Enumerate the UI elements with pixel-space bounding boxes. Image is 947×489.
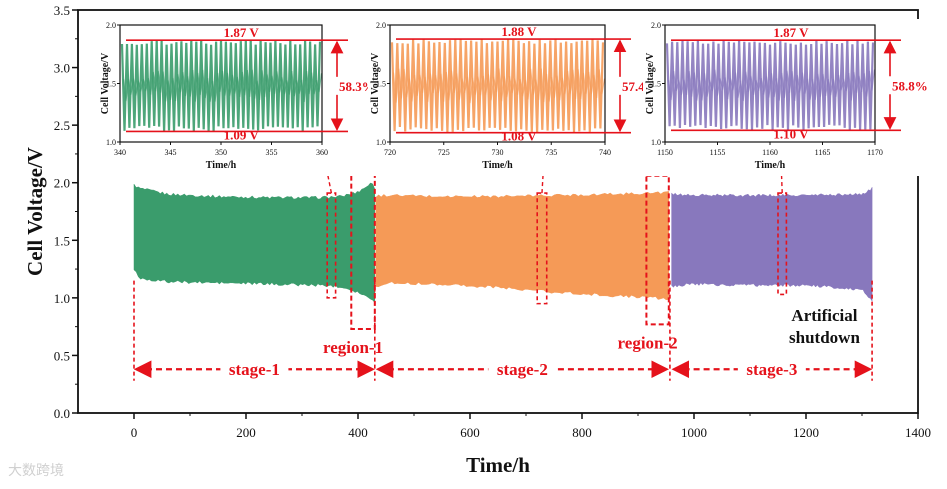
inset-low-label: 1.09 V [224, 127, 260, 142]
x-tick-label: 400 [348, 425, 368, 440]
inset-x-tick-label: 355 [266, 148, 278, 157]
series-band-stage-1 [133, 182, 376, 304]
y-tick-label: 1.5 [54, 233, 70, 248]
inset-y-title: Cell Voltage/V [100, 52, 111, 114]
y-tick-label: 2.5 [54, 118, 70, 133]
main-axes-layer: 0 200 400 600 800 1000 1200 1400 0.0 0.5 1.0 1.5 2.0… [23, 3, 931, 477]
inset-x-tick-label: 1150 [657, 148, 673, 157]
inset-x-tick-label: 730 [492, 148, 504, 157]
inset-high-label: 1.87 V [224, 25, 260, 40]
zoom-box [777, 192, 788, 296]
inset-3: 1150 1155 1160 1165 1170 1.0 1.5 2.0 Time/h Cell … [643, 19, 933, 176]
y-tick-label: 0.0 [54, 406, 70, 421]
inset-x-tick-label: 340 [114, 148, 126, 157]
y-tick-label: 2.0 [54, 176, 70, 191]
shutdown-label-line2: shutdown [789, 328, 860, 347]
inset-x-title: Time/h [482, 160, 513, 171]
inset-y-tick-label: 1.5 [651, 80, 661, 89]
inset-efficiency-bg [888, 76, 928, 95]
x-tick-label: 200 [236, 425, 256, 440]
inset-low-label: 1.08 V [501, 129, 537, 144]
inset-x-tick-label: 740 [599, 148, 611, 157]
inset-x-tick-label: 1165 [815, 148, 831, 157]
y-tick-label: 3.0 [54, 61, 70, 76]
stage-label: stage-1 [229, 360, 280, 379]
y-tick-label: 1.0 [54, 291, 70, 306]
inset-y-tick-label: 1.0 [106, 138, 116, 147]
inset-y-tick-label: 1.0 [376, 138, 386, 147]
y-axis-title: Cell Voltage/V [23, 147, 47, 276]
zoom-box [536, 192, 548, 305]
inset-efficiency-label: 58.8% [892, 78, 928, 93]
region-label: region-1 [323, 338, 383, 357]
stage-label-bg [220, 359, 289, 380]
inset-x-tick-label: 360 [316, 148, 328, 157]
stage-label: stage-3 [746, 360, 797, 379]
y-tick-label: 3.5 [54, 3, 70, 18]
inset-high-label: 1.88 V [501, 24, 537, 39]
inset-low-label: 1.10 V [773, 126, 809, 141]
x-axis-title: Time/h [466, 453, 530, 477]
x-tick-label: 0 [131, 425, 138, 440]
main-series-layer [133, 182, 873, 304]
inset-x-title: Time/h [206, 160, 237, 171]
inset-x-tick-label: 1155 [710, 148, 726, 157]
inset-y-title: Cell Voltage/V [645, 52, 656, 114]
series-band-stage-2 [375, 191, 670, 301]
inset-x-tick-label: 1170 [867, 148, 883, 157]
x-tick-label: 600 [460, 425, 480, 440]
y-tick-label: 0.5 [54, 348, 70, 363]
inset-efficiency-bg [335, 76, 375, 95]
insets-layer: 340 345 350 355 360 1.0 1.5 2.0 Time/h Cell Volta… [98, 19, 933, 176]
inset-1: 340 345 350 355 360 1.0 1.5 2.0 Time/h Cell Volta… [98, 19, 380, 176]
inset-efficiency-label: 58.3% [339, 79, 375, 94]
inset-y-tick-label: 1.0 [651, 138, 661, 147]
inset-2: 720 725 730 735 740 1.0 1.5 2.0 Time/h Cell Volta… [368, 19, 663, 176]
stage-label-bg [737, 359, 806, 380]
series-band-stage-3 [671, 187, 873, 302]
inset-waveform-inner [392, 68, 606, 104]
x-tick-label: 1200 [793, 425, 819, 440]
inset-y-tick-label: 2.0 [651, 21, 661, 30]
inset-high-label: 1.87 V [773, 25, 809, 40]
inset-waveform-inner [122, 69, 323, 103]
inset-x-tick-label: 725 [438, 148, 450, 157]
stage-label-bg [488, 359, 557, 380]
x-tick-label: 800 [572, 425, 592, 440]
watermark-text: 大数跨境 [8, 463, 64, 479]
region-label: region-2 [618, 333, 678, 352]
stage-label: stage-2 [497, 360, 548, 379]
x-tick-label: 1400 [905, 425, 931, 440]
x-tick-label: 1000 [681, 425, 707, 440]
inset-x-title: Time/h [755, 160, 786, 171]
inset-x-tick-label: 720 [384, 148, 396, 157]
inset-x-tick-label: 345 [165, 148, 177, 157]
shutdown-label-line1: Artificial [791, 306, 857, 325]
inset-waveform-inner [667, 69, 876, 101]
inset-y-title: Cell Voltage/V [370, 52, 381, 114]
inset-y-tick-label: 2.0 [106, 21, 116, 30]
inset-x-tick-label: 735 [545, 148, 557, 157]
inset-x-tick-label: 350 [215, 148, 227, 157]
inset-y-tick-label: 1.5 [376, 80, 386, 89]
inset-x-tick-label: 1160 [762, 148, 778, 157]
inset-y-tick-label: 2.0 [376, 21, 386, 30]
inset-y-tick-label: 1.5 [106, 80, 116, 89]
